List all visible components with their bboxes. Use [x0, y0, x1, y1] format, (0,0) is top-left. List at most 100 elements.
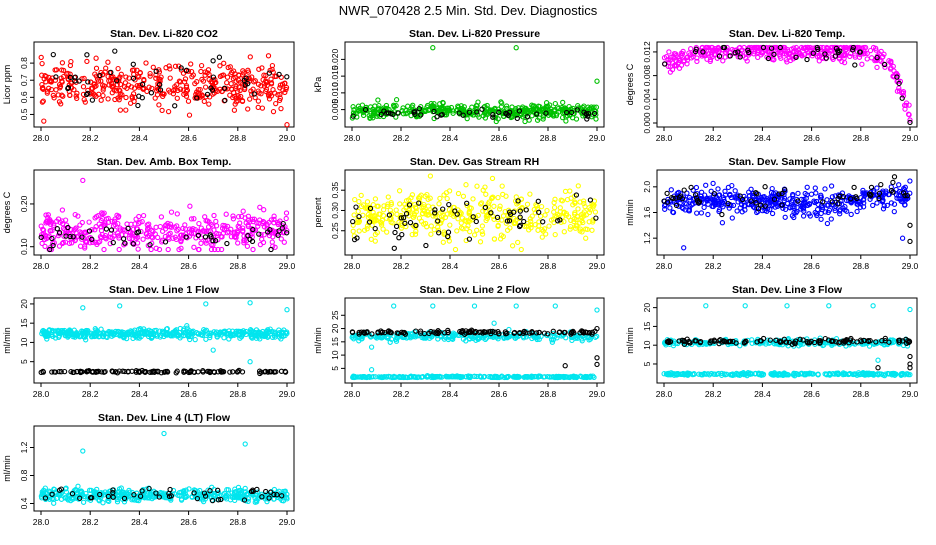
data-point	[225, 75, 229, 79]
data-point	[743, 304, 747, 308]
data-point	[720, 212, 724, 216]
data-point	[365, 200, 369, 204]
data-point	[151, 65, 155, 69]
x-tick-label: 28.6	[803, 133, 820, 143]
y-tick-label: 0.6	[19, 91, 29, 103]
x-tick-label: 28.4	[754, 389, 771, 399]
x-tick-label: 28.0	[344, 389, 361, 399]
chart-title: Stan. Dev. Li-820 Pressure	[409, 28, 540, 40]
x-tick-label: 29.0	[902, 389, 919, 399]
data-point	[456, 191, 460, 195]
data-point	[225, 241, 229, 245]
data-point	[689, 47, 693, 51]
data-point	[514, 304, 518, 308]
data-point	[158, 225, 162, 229]
y-tick-label: 0.5	[19, 108, 29, 120]
data-point	[876, 358, 880, 362]
data-point	[472, 304, 476, 308]
data-point	[706, 212, 710, 216]
data-point	[496, 196, 500, 200]
data-point	[373, 239, 377, 243]
x-tick-label: 28.2	[82, 389, 99, 399]
x-tick-label: 28.8	[853, 389, 870, 399]
data-point	[101, 94, 105, 98]
data-point	[376, 98, 380, 102]
data-point	[429, 224, 433, 228]
data-point	[453, 247, 457, 251]
x-tick-label: 28.2	[82, 517, 99, 527]
data-point	[802, 214, 806, 218]
data-point	[131, 62, 135, 66]
data-point	[853, 63, 857, 67]
data-point	[682, 188, 686, 192]
x-tick-label: 28.0	[33, 261, 50, 271]
data-point	[480, 224, 484, 228]
data-point	[771, 211, 775, 215]
data-point	[241, 209, 245, 213]
y-axis-label: kPa	[313, 77, 323, 93]
data-point	[562, 230, 566, 234]
x-tick-label: 28.0	[33, 389, 50, 399]
data-point	[875, 65, 879, 69]
data-point	[228, 93, 232, 97]
data-point	[87, 220, 91, 224]
data-point	[248, 301, 252, 305]
data-point	[80, 220, 84, 224]
data-point	[282, 240, 286, 244]
y-tick-label: 0.008	[642, 65, 652, 87]
x-tick-label: 28.0	[33, 517, 50, 527]
data-point	[553, 102, 557, 106]
y-tick-label: 0.4	[19, 497, 29, 509]
data-point	[370, 345, 374, 349]
data-point	[173, 104, 177, 108]
data-point	[441, 240, 445, 244]
data-point	[857, 55, 861, 59]
x-tick-label: 28.4	[442, 133, 459, 143]
data-point	[260, 106, 264, 110]
data-point	[518, 215, 522, 219]
data-point	[871, 203, 875, 207]
data-point	[547, 224, 551, 228]
data-point	[354, 205, 358, 209]
data-point	[704, 304, 708, 308]
data-point	[588, 198, 592, 202]
data-point	[189, 62, 193, 66]
data-point	[398, 202, 402, 206]
data-point	[60, 61, 64, 65]
data-point	[865, 57, 869, 61]
x-tick-label: 28.0	[344, 261, 361, 271]
data-point	[137, 214, 141, 218]
data-point	[805, 185, 809, 189]
data-point	[113, 49, 117, 53]
data-point	[500, 184, 504, 188]
data-point	[199, 236, 203, 240]
data-point	[248, 55, 252, 59]
data-point	[188, 204, 192, 208]
x-tick-label: 29.0	[279, 389, 296, 399]
data-point	[473, 233, 477, 237]
data-point	[90, 98, 94, 102]
data-point	[285, 123, 289, 127]
data-point	[116, 67, 120, 71]
data-point	[395, 98, 399, 102]
x-tick-label: 29.0	[589, 261, 606, 271]
data-point	[796, 191, 800, 195]
data-point	[199, 69, 203, 73]
series-main	[39, 54, 289, 127]
data-point	[523, 119, 527, 123]
data-point	[785, 304, 789, 308]
data-point	[561, 100, 565, 104]
data-point	[871, 304, 875, 308]
data-point	[809, 192, 813, 196]
data-point	[492, 204, 496, 208]
data-point	[475, 184, 479, 188]
data-point	[199, 241, 203, 245]
data-point	[704, 183, 708, 187]
data-point	[445, 197, 449, 201]
data-point	[159, 215, 163, 219]
data-point	[167, 110, 171, 114]
data-point	[459, 221, 463, 225]
data-point	[154, 225, 158, 229]
